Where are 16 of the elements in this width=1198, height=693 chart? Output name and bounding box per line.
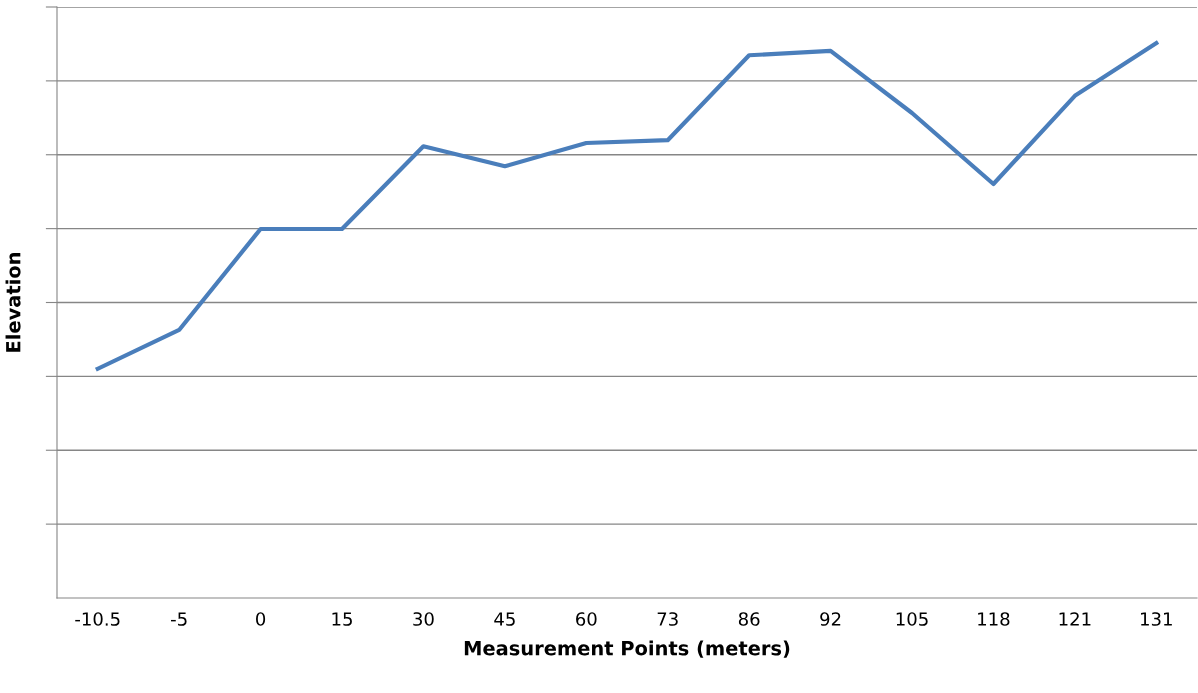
x-tick-label: 30	[413, 612, 434, 626]
x-tick-label: 121	[1059, 612, 1091, 626]
x-tick-label: 0	[256, 612, 266, 626]
x-tick-label: 73	[657, 612, 678, 626]
x-tick-label: 86	[738, 612, 760, 626]
x-tick-label: -10.5	[75, 612, 120, 626]
x-axis-title: Measurement Points (meters)	[464, 640, 790, 658]
x-tick-label: 60	[576, 612, 597, 626]
x-tick-label: 105	[896, 612, 928, 626]
x-tick-label: 131	[1141, 612, 1172, 626]
x-tick-label: 92	[820, 612, 841, 626]
x-tick-label: -5	[171, 612, 187, 626]
x-tick-label: 118	[978, 612, 1010, 626]
x-tick-label: 15	[332, 612, 352, 626]
y-axis-title: Elevation	[5, 252, 21, 352]
x-tick-label: 45	[494, 612, 515, 626]
